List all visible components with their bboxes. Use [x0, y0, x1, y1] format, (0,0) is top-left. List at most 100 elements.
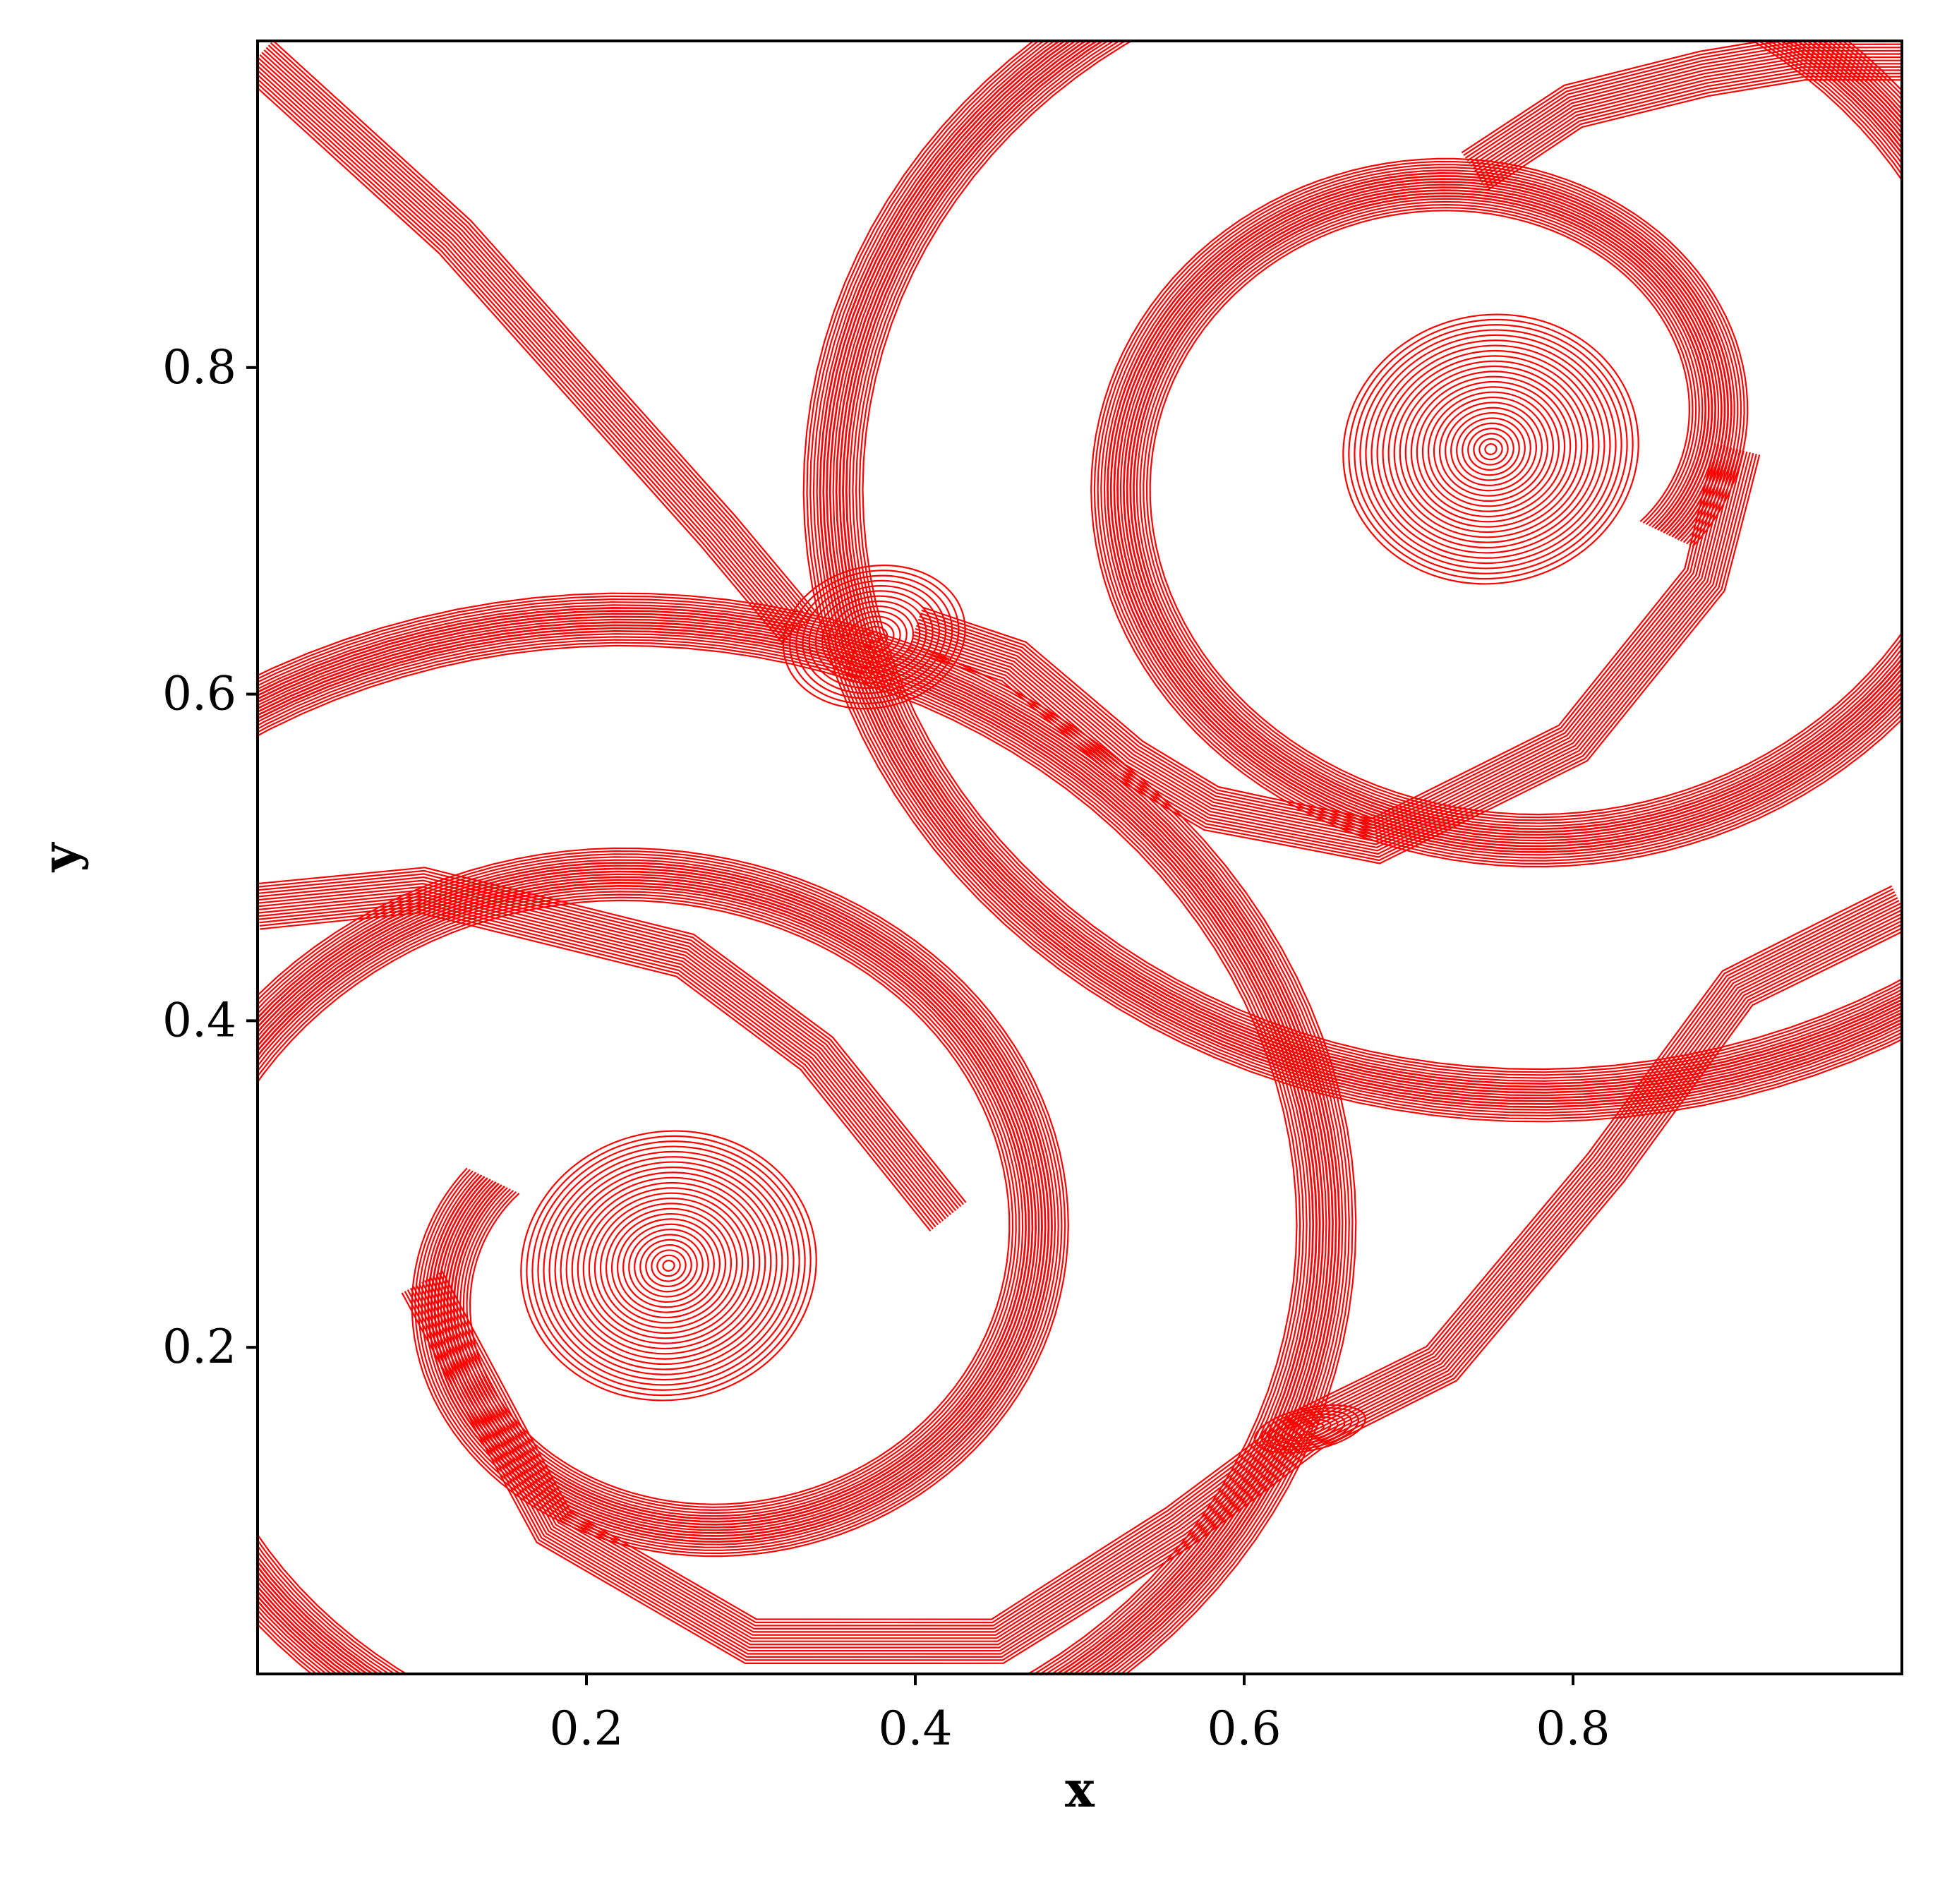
vortex-contour — [1382, 349, 1600, 549]
shear-layer-contour — [261, 52, 806, 625]
shear-layer-contour — [912, 450, 1745, 848]
shear-layer-contour — [1466, 43, 1902, 162]
spiral-arm-contour — [258, 639, 1305, 1674]
shear-layer-contour — [430, 897, 1898, 1633]
spiral-arm-contour — [258, 598, 1350, 1674]
shear-layer-contour — [270, 42, 816, 617]
spiral-arm-contour — [258, 607, 1340, 1674]
shear-layer-contour — [260, 912, 932, 1231]
spiral-arm-contour — [258, 625, 1321, 1674]
vortex-contour — [1421, 386, 1560, 512]
shear-layer-contour — [272, 41, 819, 615]
vortex-contour — [594, 1197, 744, 1334]
vortex-contour — [628, 1228, 709, 1303]
shear-layer-contour — [404, 927, 1902, 1661]
vortex-contour — [853, 620, 895, 653]
spiral-arm-contour — [806, 41, 1902, 1120]
shear-layer-contour — [412, 916, 1902, 1652]
shear-layer-contour — [910, 452, 1754, 858]
y-axis-ticks: 0.2 0.4 0.6 0.8 — [162, 340, 258, 1374]
shear-layer-contour — [1479, 66, 1902, 181]
vortex-contour — [841, 610, 908, 663]
spiral-arm-contour — [845, 41, 1902, 1085]
spiral-arm-contour — [258, 618, 1327, 1674]
shear-layer-contour — [258, 60, 799, 632]
y-tick-label: 0.4 — [162, 993, 236, 1047]
y-axis-label: y — [31, 841, 90, 872]
vortex-contour — [867, 631, 882, 643]
spiral-arm-contour — [826, 41, 1902, 1102]
vortex-contour — [639, 1239, 698, 1293]
shear-layer-contour — [258, 87, 784, 644]
vortex-contour — [605, 1207, 733, 1324]
vortex-contour — [588, 1192, 749, 1339]
shear-layer-contour — [259, 905, 936, 1228]
vortex-contour — [1450, 411, 1531, 487]
spiral-arm-contour — [819, 41, 1902, 1108]
spiral-arm-contour — [258, 633, 1311, 1674]
y-tick-label: 0.8 — [162, 340, 236, 394]
vortex-contour — [634, 1234, 704, 1298]
shear-layer-contour — [922, 443, 1716, 820]
spiral-arm-contour — [842, 41, 1902, 1087]
shear-layer-contour — [433, 893, 1897, 1630]
vortex-contour — [1478, 438, 1503, 461]
shear-layer-contour — [259, 908, 934, 1230]
spiral-arm-contour — [258, 615, 1330, 1674]
spiral-arm-contour — [258, 601, 1347, 1674]
vortex-contour — [1342, 313, 1639, 585]
shear-layer-contour — [258, 867, 967, 1203]
shear-layer-contour — [914, 450, 1742, 845]
shear-layer-contour — [401, 931, 1902, 1664]
spiral-arm-contour — [816, 41, 1902, 1111]
contour-lines — [258, 41, 1902, 1674]
vortex-contour — [571, 1176, 766, 1355]
vortex-contour — [1410, 375, 1572, 523]
shear-layer-contour — [1474, 56, 1902, 173]
shear-layer-contour — [258, 82, 786, 642]
spiral-arm-contour — [258, 606, 1341, 1674]
vortex-contour — [1354, 324, 1628, 574]
vortex-contour — [1365, 334, 1617, 565]
spiral-arm-contour — [258, 644, 1298, 1674]
shear-layer-contour — [1477, 63, 1902, 178]
shear-layer-contour — [1486, 79, 1902, 191]
spiral-arm-contour — [809, 41, 1902, 1117]
shear-layer-contour — [258, 876, 959, 1210]
vortex-contour — [860, 625, 888, 649]
vortex-contour — [1427, 391, 1555, 507]
spiral-arm-contour — [258, 641, 1301, 1674]
shear-layer-contour — [1461, 41, 1768, 154]
x-tick-label: 0.2 — [550, 1701, 624, 1756]
vortex-contour — [1484, 443, 1498, 455]
shear-layer-contour — [406, 923, 1902, 1658]
vortex-contour — [599, 1203, 738, 1329]
spiral-arm-contour — [258, 592, 1357, 1674]
vortex-contour — [656, 1254, 681, 1277]
vortex-contour — [1473, 433, 1509, 466]
shear-layer-contour — [424, 903, 1901, 1639]
vortex-contour — [1456, 417, 1526, 481]
shear-layer-contour — [263, 49, 809, 623]
shear-layer-contour — [258, 889, 949, 1217]
shear-layer-contour — [435, 891, 1896, 1627]
vortex-contour — [1433, 396, 1549, 502]
shear-layer-contour — [258, 902, 939, 1226]
vortex-contour — [537, 1145, 800, 1386]
shear-layer-contour — [258, 869, 964, 1205]
spiral-arm-contour — [852, 41, 1902, 1079]
shear-layer-contour — [427, 900, 1900, 1636]
spiral-arm-contour — [812, 41, 1902, 1114]
shear-layer-contour — [418, 909, 1902, 1646]
spiral-arm-contour — [836, 41, 1902, 1094]
spiral-arm-contour — [826, 41, 1902, 1102]
x-axis-label: x — [1065, 1760, 1095, 1819]
shear-layer-contour — [915, 449, 1739, 842]
vortex-contour — [782, 565, 966, 710]
spiral-arm-contour — [848, 41, 1902, 1082]
shear-layer-contour — [1476, 59, 1902, 175]
vortex-contour — [610, 1212, 727, 1319]
vortex-contour — [1438, 402, 1543, 497]
vortex-contour — [834, 605, 915, 669]
